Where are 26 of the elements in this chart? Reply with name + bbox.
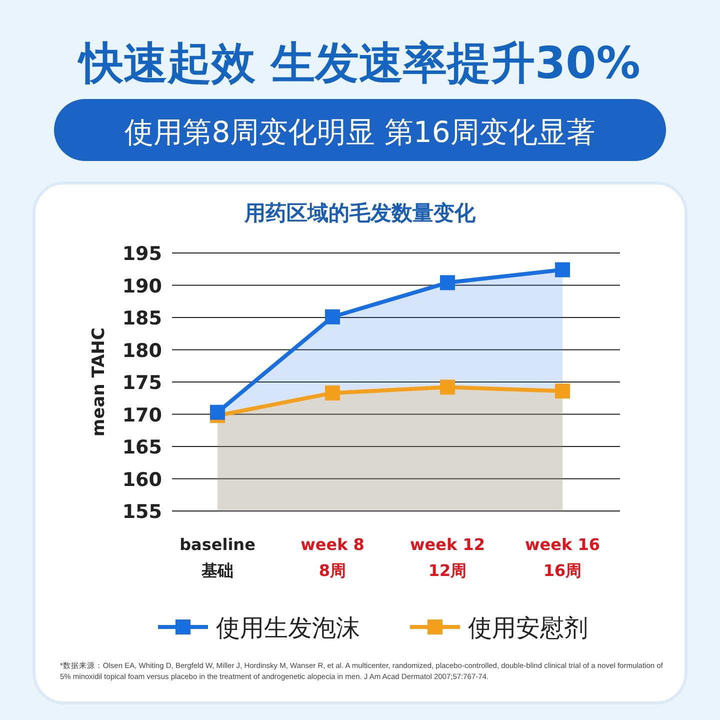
point — [555, 262, 570, 278]
legend-label: 使用生发泡沫 — [216, 614, 360, 642]
point — [210, 404, 225, 420]
y-tick-label: 160 — [122, 468, 162, 491]
x-tick-label: week 16 16周 — [525, 535, 600, 580]
point — [440, 380, 455, 395]
y-axis-title: mean TAHC — [89, 328, 109, 436]
legend-label: 使用安慰剂 — [468, 614, 588, 642]
point — [555, 384, 570, 399]
y-tick-label: 155 — [122, 501, 162, 523]
y-tick-label: 165 — [122, 436, 162, 458]
point — [325, 309, 340, 324]
subtitle: 使用第8周变化明显 第16周变化显著 — [124, 115, 596, 149]
y-tick-label: 170 — [122, 404, 162, 426]
y-tick-label: 190 — [122, 275, 162, 298]
title: 快速起效 生发速率提升30% — [80, 38, 640, 89]
x-tick-label: baseline 基础 — [180, 535, 256, 580]
y-tick-label: 195 — [122, 243, 162, 265]
y-tick-label: 175 — [122, 372, 162, 394]
x-tick-label: week 12 12周 — [410, 535, 485, 580]
annotation: 用药区域的毛发数量变化 — [244, 201, 476, 225]
y-tick-label: 185 — [122, 308, 162, 330]
point — [440, 275, 455, 290]
point — [325, 385, 340, 400]
y-tick-label: 180 — [122, 340, 162, 362]
x-tick-label: week 8 8周 — [300, 535, 364, 580]
